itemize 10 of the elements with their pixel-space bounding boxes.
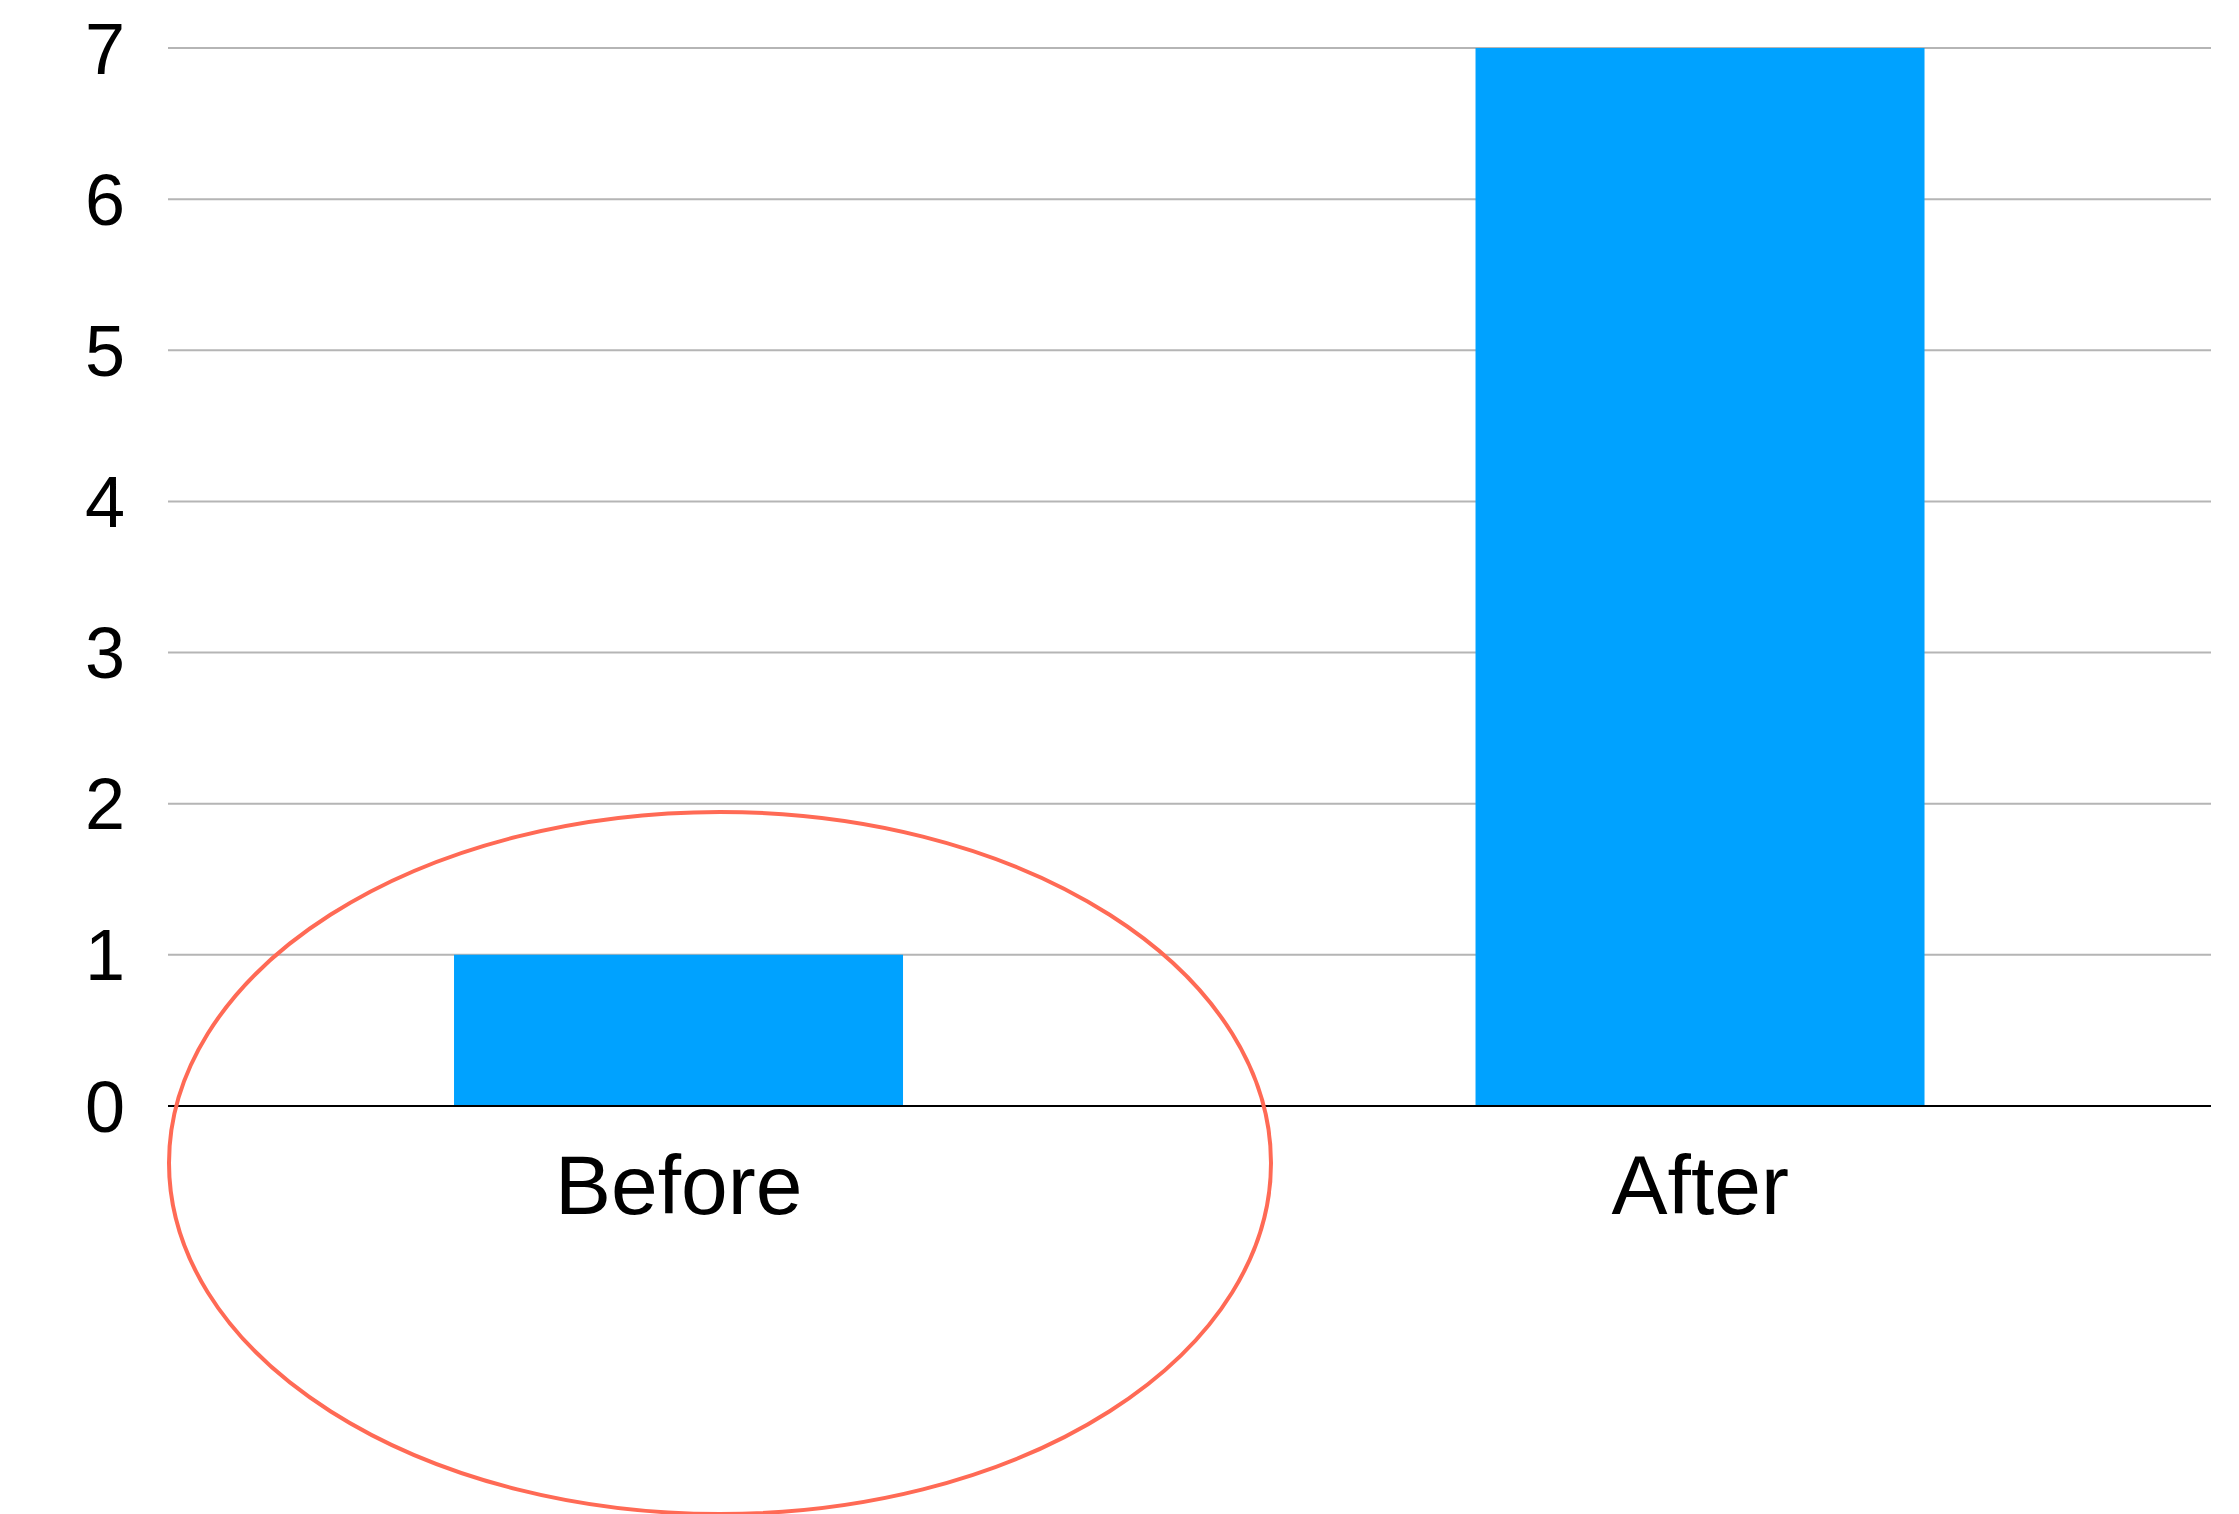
y-tick-label: 5 <box>84 310 126 391</box>
x-tick-label: After <box>1611 1137 1789 1232</box>
y-tick-label: 7 <box>84 8 126 89</box>
y-tick-label: 3 <box>84 613 126 694</box>
y-tick-label: 1 <box>84 915 126 996</box>
y-tick-label: 0 <box>84 1066 126 1147</box>
y-tick-label: 6 <box>84 159 126 240</box>
y-tick-label: 4 <box>84 461 126 542</box>
y-tick-label: 2 <box>84 764 126 845</box>
x-tick-label: Before <box>555 1137 803 1232</box>
